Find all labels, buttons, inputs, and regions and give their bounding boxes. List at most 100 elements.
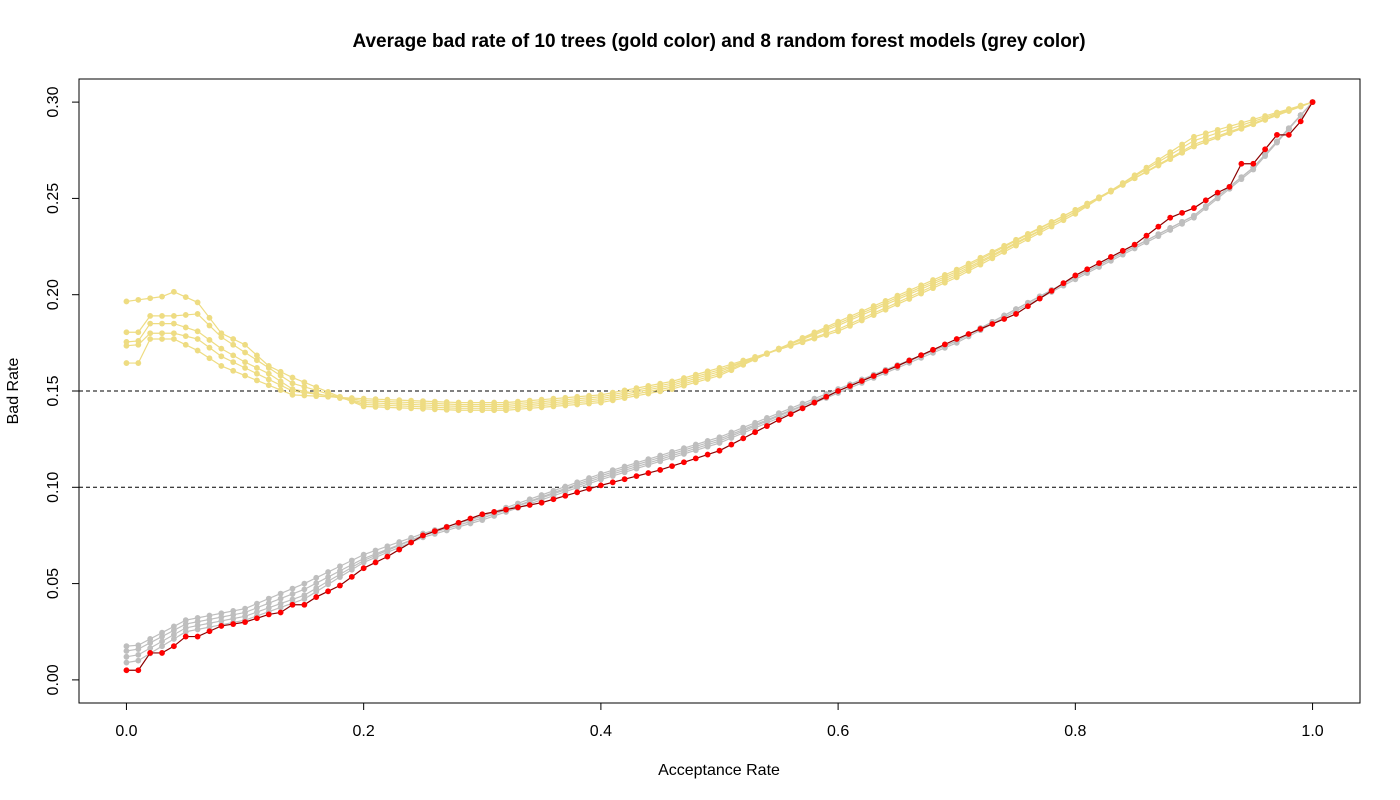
data-point [194,311,201,317]
data-point [372,396,379,403]
data-point [254,352,260,359]
data-point [574,489,581,496]
data-point [597,391,604,398]
data-point [301,379,308,386]
data-point [752,354,758,360]
x-tick-label: 0.6 [827,723,849,740]
data-point [609,473,616,479]
data-point [906,296,913,302]
data-point [123,648,130,654]
y-tick-label: 0.05 [45,568,62,599]
data-point [526,502,533,508]
data-point [265,370,272,377]
data-point [325,588,331,595]
data-point [230,336,237,342]
y-tick-label: 0.25 [45,183,62,214]
data-point [194,336,201,342]
data-point [289,391,296,398]
data-point [1274,109,1280,116]
series-gold-2 [123,99,1316,410]
data-point [633,473,640,480]
data-point [206,322,213,329]
data-point [1202,205,1209,211]
data-point [182,633,189,640]
data-point [242,349,248,356]
data-point [159,638,165,645]
data-point [1013,242,1019,249]
data-point [313,580,320,587]
data-point [289,374,296,381]
data-point [443,399,450,405]
data-point [135,646,142,652]
data-point [1096,195,1102,202]
data-point [787,411,794,418]
data-point [633,465,640,472]
data-point [1096,260,1102,267]
data-point [1285,131,1292,138]
data-point [1297,102,1304,109]
data-point [1084,203,1091,210]
data-point [147,320,154,327]
data-point [159,320,165,327]
data-point [147,639,154,646]
data-point [550,395,557,402]
data-point [408,397,415,404]
data-point [775,416,782,423]
data-point [147,645,154,652]
data-point [147,650,154,656]
data-point [1262,113,1269,119]
data-point [123,643,130,650]
data-point [194,328,201,335]
data-point [123,329,130,336]
data-point [787,343,794,349]
data-point [657,467,664,473]
data-point [1119,247,1126,254]
data-point [1214,189,1221,196]
data-point [242,359,248,366]
data-point [1024,236,1031,243]
data-point [455,524,462,530]
data-point [230,367,237,374]
data-point [1274,139,1280,146]
data-point [514,504,521,511]
data-point [147,330,154,337]
data-point [716,440,723,446]
data-point [182,341,189,348]
data-point [930,285,936,292]
data-point [1191,205,1197,211]
data-point [313,594,320,600]
data-point [989,321,996,327]
data-point [1250,116,1257,123]
data-point [194,347,201,354]
data-point [479,517,486,523]
data-point [752,429,758,436]
data-point [1155,233,1162,240]
data-point [1309,99,1316,106]
data-point [574,393,581,400]
data-point [681,459,687,466]
data-point [645,470,652,476]
data-point [206,344,213,351]
data-point [254,604,260,611]
data-point [775,346,782,353]
data-point [289,591,296,597]
data-point [467,399,474,406]
data-point [645,382,652,389]
data-point [337,394,343,401]
series-layer [123,99,1316,674]
x-tick-label: 0.2 [353,723,375,740]
data-point [1214,126,1221,133]
data-point [1226,123,1233,130]
data-point [254,600,260,607]
data-point [265,600,272,607]
data-point [989,255,996,262]
data-point [159,312,165,319]
data-point [1048,223,1055,230]
data-point [728,435,735,441]
data-point [514,398,521,405]
data-point [230,621,237,627]
y-tick-label: 0.20 [45,279,62,310]
data-point [242,364,248,371]
data-point [301,596,308,602]
